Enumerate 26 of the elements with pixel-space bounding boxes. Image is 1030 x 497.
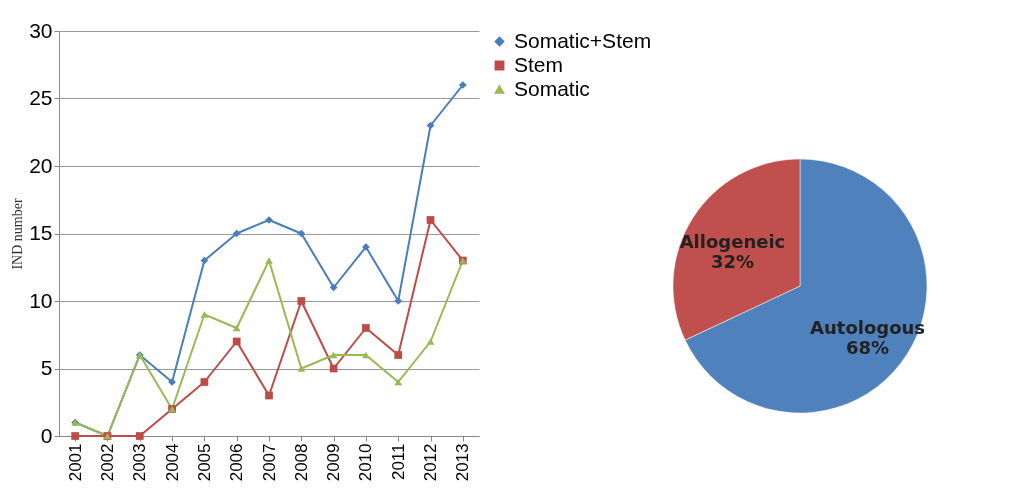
x-tick-label: 2007 [259,443,279,482]
slice-label: Allogeneic [679,231,786,253]
x-tick-label: 2009 [324,443,344,482]
x-tick-label: 2003 [130,443,150,482]
x-tick-label: 2004 [162,443,182,482]
x-tick-label: 2011 [388,443,408,481]
y-axis-title: IND number [10,198,26,270]
x-tick-label: 2013 [453,443,473,482]
data-label: 32% [710,251,754,273]
y-tick-label: 0 [40,423,53,447]
y-tick-label: 20 [29,153,53,177]
x-tick-label: 2006 [227,443,247,482]
legend-label: Stem [514,52,564,76]
x-tick-label: 2005 [194,443,214,482]
y-tick-label: 30 [29,18,53,42]
y-tick-label: 5 [40,356,53,379]
y-tick-label: 25 [29,86,53,109]
y-tick-label: 10 [29,288,53,312]
x-tick-label: 2012 [421,443,441,482]
x-tick-label: 2010 [356,443,376,482]
x-tick-label: 2002 [97,443,117,482]
x-tick-label: 2008 [291,443,311,482]
y-tick-label: 15 [29,221,53,244]
x-tick-label: 2001 [65,443,85,482]
legend-label: Somatic+Stem [514,28,652,52]
legend-label: Somatic [514,76,590,100]
